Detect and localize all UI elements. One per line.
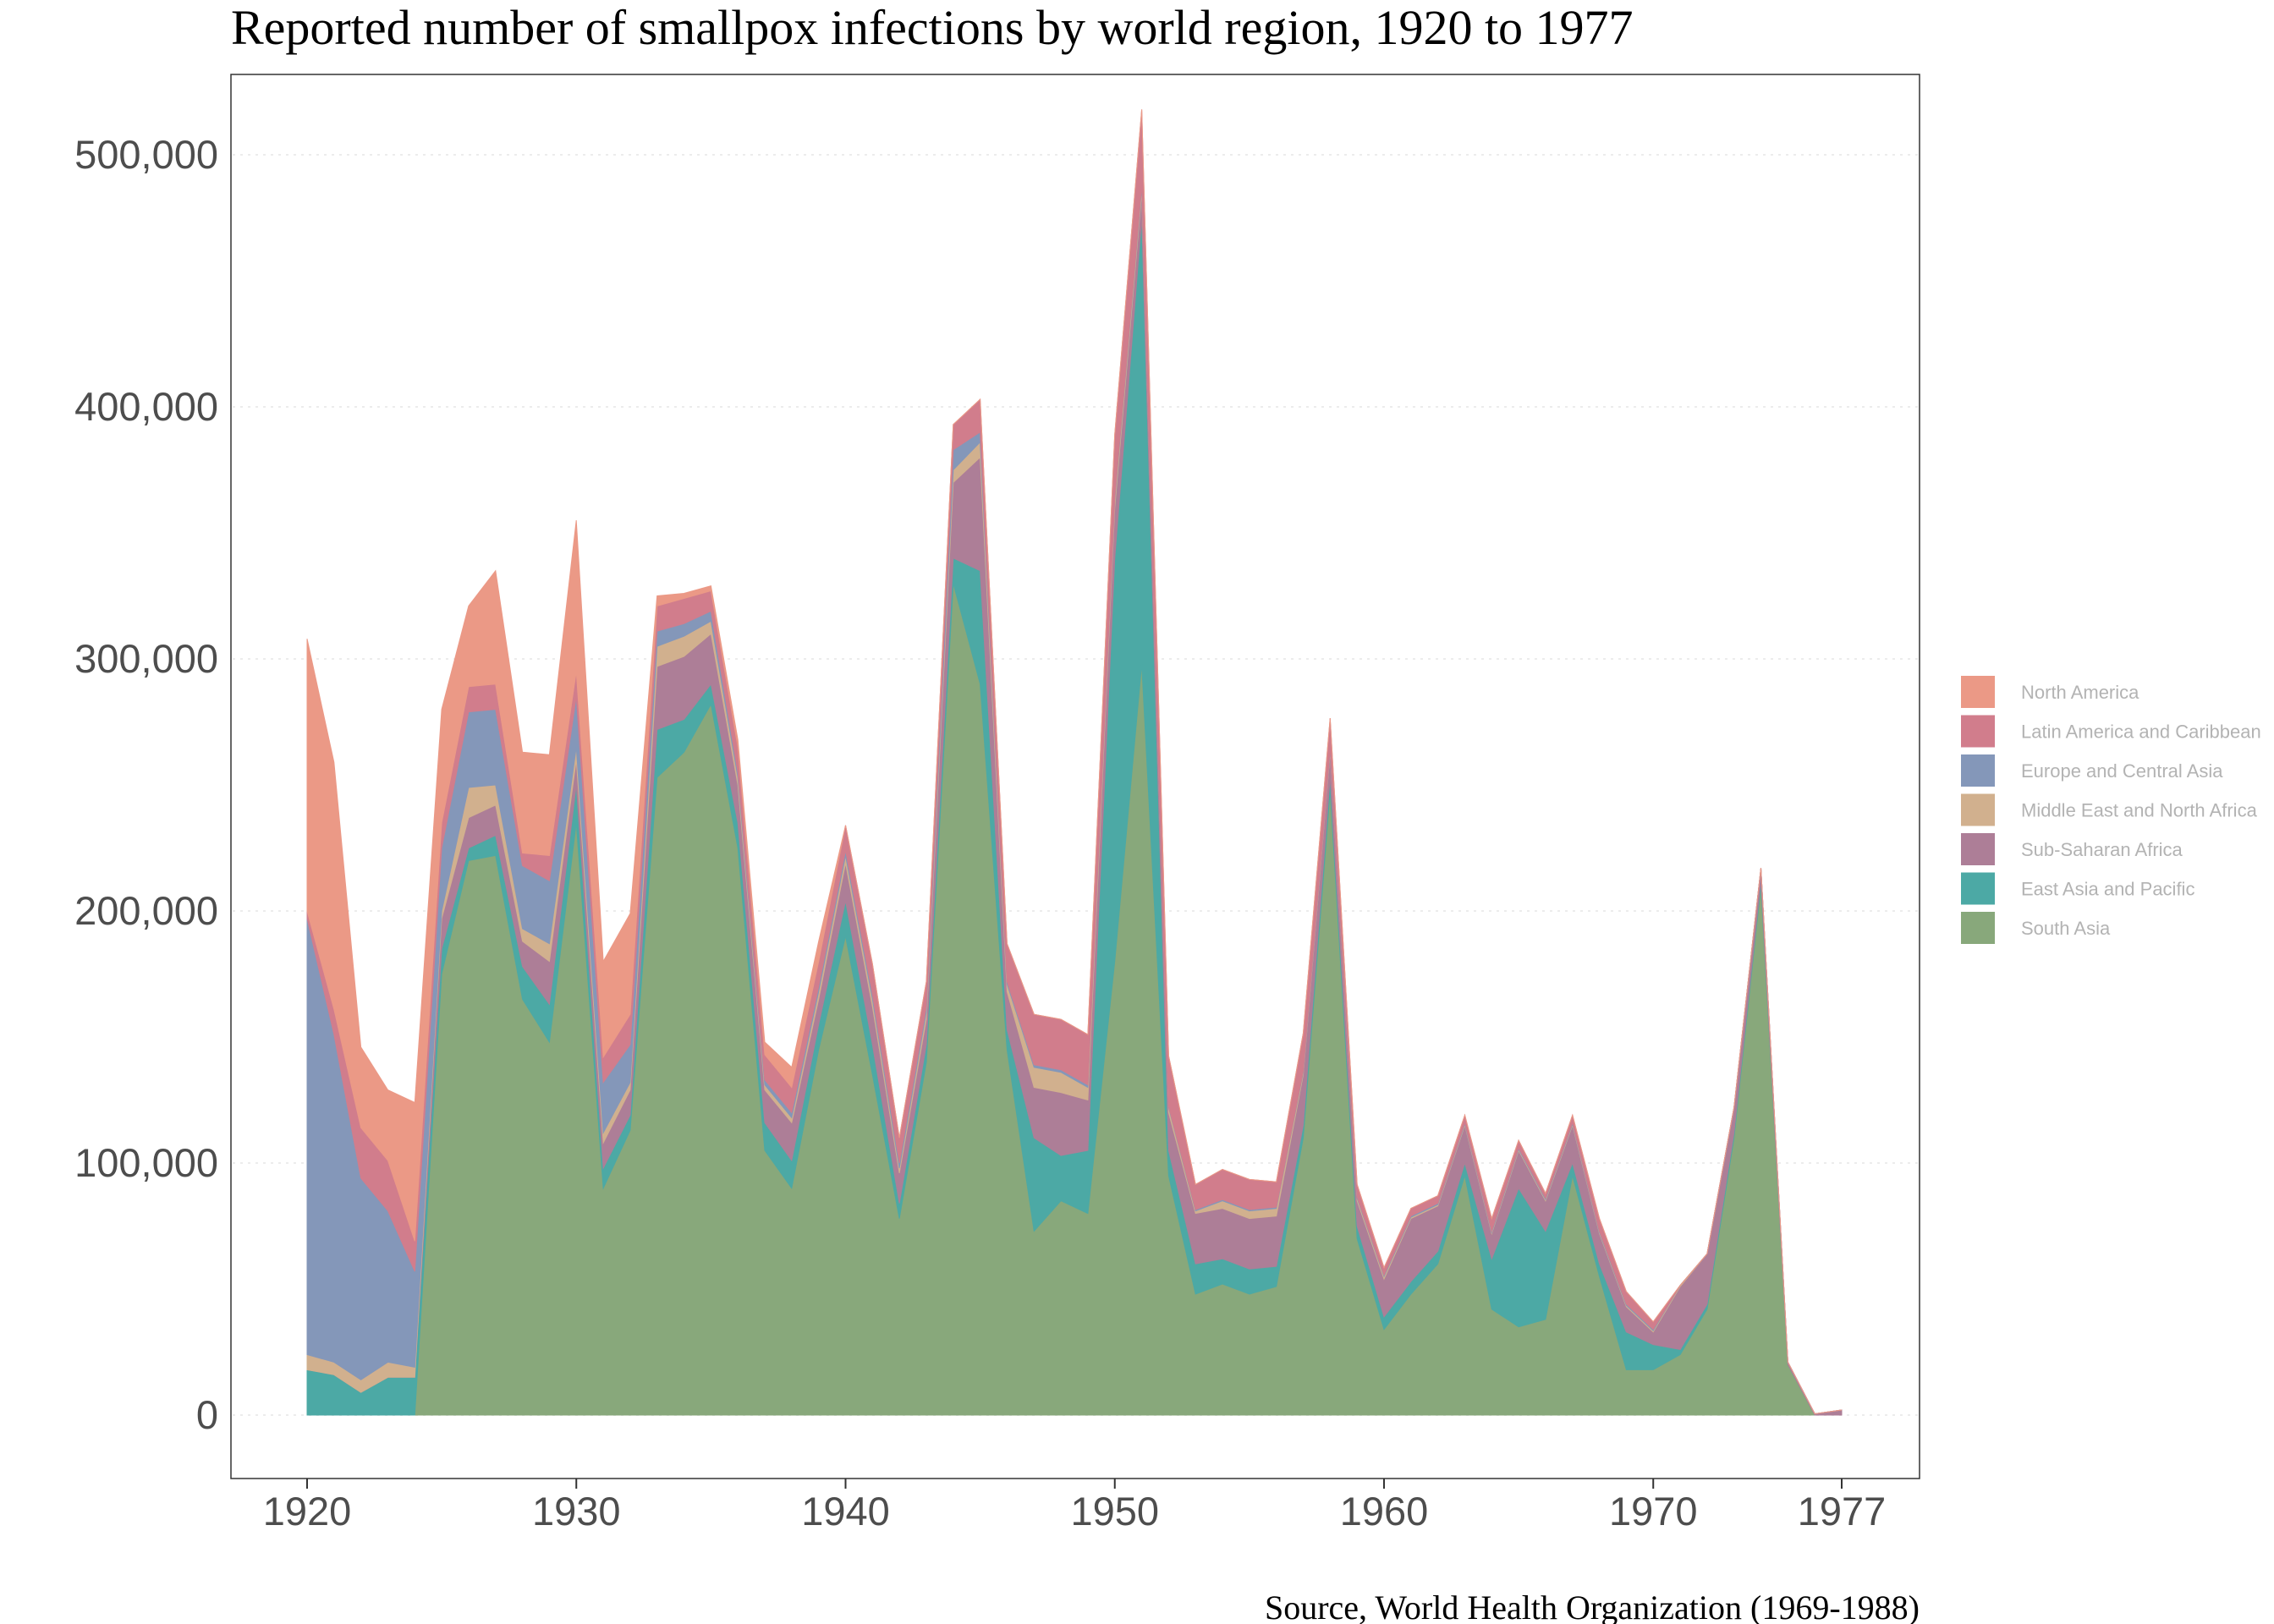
y-tick-label: 100,000 bbox=[74, 1140, 218, 1185]
legend-label-sub-saharan-africa: Sub-Saharan Africa bbox=[2021, 839, 2183, 860]
legend-swatch-east-asia-and-pacific bbox=[1961, 872, 1995, 905]
x-tick-label: 1970 bbox=[1609, 1489, 1698, 1533]
legend-swatch-latin-america-and-caribbean bbox=[1961, 715, 1995, 748]
x-tick-label: 1930 bbox=[532, 1489, 621, 1533]
x-tick-label: 1950 bbox=[1070, 1489, 1159, 1533]
legend-swatch-north-america bbox=[1961, 676, 1995, 708]
legend-label-europe-and-central-asia: Europe and Central Asia bbox=[2021, 760, 2223, 782]
legend: North America Latin America and Caribbean… bbox=[1961, 676, 2261, 944]
x-tick-label: 1940 bbox=[801, 1489, 890, 1533]
y-tick-label: 400,000 bbox=[74, 384, 218, 429]
legend-label-latin-america-and-caribbean: Latin America and Caribbean bbox=[2021, 721, 2261, 743]
legend-label-middle-east-and-north-africa: Middle East and North Africa bbox=[2021, 800, 2258, 821]
y-tick-label: 300,000 bbox=[74, 636, 218, 681]
x-tick-label: 1977 bbox=[1798, 1489, 1887, 1533]
chart-title: Reported number of smallpox infections b… bbox=[231, 0, 1634, 55]
x-axis: 1920 1930 1940 1950 1960 1970 1977 bbox=[263, 1479, 1887, 1533]
legend-label-east-asia-and-pacific: East Asia and Pacific bbox=[2021, 879, 2194, 900]
plot-panel-border bbox=[230, 74, 1920, 1479]
legend-label-south-asia: South Asia bbox=[2021, 918, 2111, 939]
y-axis-tick-labels: 0 100,000 200,000 300,000 400,000 500,000 bbox=[74, 132, 218, 1437]
legend-swatch-middle-east-and-north-africa bbox=[1961, 793, 1995, 826]
legend-label-north-america: North America bbox=[2021, 682, 2139, 703]
y-tick-label: 0 bbox=[196, 1392, 218, 1437]
legend-swatch-south-asia bbox=[1961, 912, 1995, 944]
legend-swatch-europe-and-central-asia bbox=[1961, 754, 1995, 787]
legend-swatch-sub-saharan-africa bbox=[1961, 833, 1995, 865]
area-series-group bbox=[306, 109, 1843, 1416]
x-tick-label: 1920 bbox=[263, 1489, 352, 1533]
x-tick-label: 1960 bbox=[1340, 1489, 1429, 1533]
y-tick-label: 200,000 bbox=[74, 888, 218, 933]
y-tick-label: 500,000 bbox=[74, 132, 218, 177]
source-caption: Source, World Health Organization (1969-… bbox=[1265, 1588, 1920, 1624]
area-series-north-america bbox=[306, 109, 1843, 1415]
